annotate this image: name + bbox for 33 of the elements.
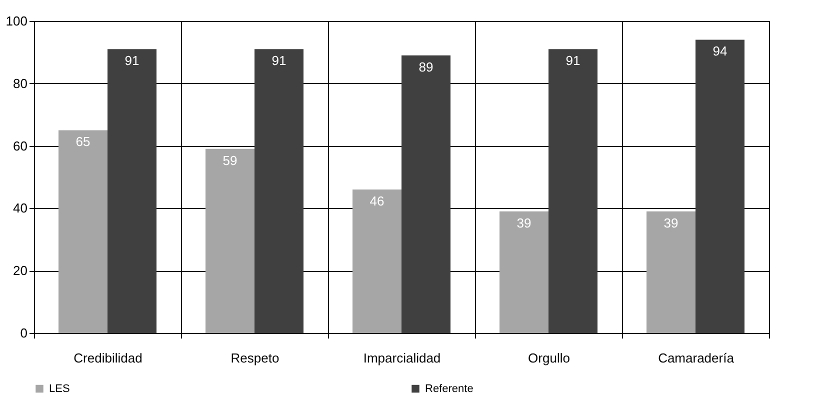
- x-tick-label: Orgullo: [528, 350, 570, 366]
- data-label: 65: [76, 134, 90, 150]
- data-label: 39: [664, 215, 678, 230]
- y-tick-label: 100: [6, 14, 28, 28]
- bar: [206, 148, 254, 333]
- x-tick-label: Imparcialidad: [363, 350, 441, 366]
- bar: [548, 49, 598, 333]
- bar: [352, 189, 402, 333]
- data-label: 91: [272, 53, 286, 68]
- y-tick-label: 20: [13, 263, 28, 278]
- bar: [58, 130, 108, 333]
- bar: [500, 211, 548, 333]
- bar: [108, 49, 156, 333]
- bar: [646, 211, 696, 333]
- data-label: 46: [370, 193, 384, 208]
- x-tick-label: Respeto: [230, 350, 280, 366]
- data-label: 89: [418, 59, 434, 74]
- data-label: 59: [222, 152, 238, 168]
- data-label: 94: [712, 44, 728, 59]
- legend-label: Referente: [425, 382, 474, 395]
- y-tick-label: 0: [20, 326, 28, 340]
- bar: [402, 55, 450, 333]
- bar: [696, 40, 744, 333]
- x-tick-label: Credibilidad: [74, 350, 142, 366]
- y-tick-label: 80: [13, 76, 28, 91]
- x-tick-label: Camaradería: [658, 350, 735, 366]
- legend-label: LES: [49, 382, 70, 395]
- y-tick-label: 60: [13, 138, 28, 154]
- y-tick-label: 40: [13, 200, 28, 216]
- data-label: 91: [566, 53, 580, 68]
- data-label: 39: [516, 215, 532, 230]
- bar: [254, 49, 304, 333]
- data-label: 91: [124, 53, 140, 68]
